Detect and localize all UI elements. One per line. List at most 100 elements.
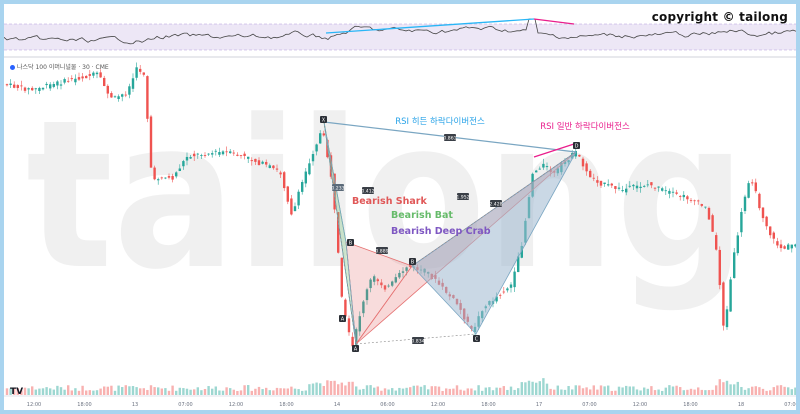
volume-bar	[81, 385, 84, 395]
volume-bar	[434, 386, 437, 395]
candle-body	[779, 244, 783, 249]
volume-bar	[722, 382, 725, 395]
candle-body	[380, 282, 383, 286]
volume-bar	[628, 386, 631, 395]
candle-body	[196, 153, 199, 155]
pattern-label-bat: Bearish Bat	[391, 210, 453, 221]
chart-frame: tailong 0.233 0.412 0.889	[4, 4, 796, 410]
volume-bar	[549, 388, 552, 395]
candle-body	[41, 87, 45, 90]
volume-bar	[229, 388, 232, 395]
volume-bar	[27, 388, 30, 395]
volume-bar	[506, 389, 509, 395]
candle-body	[193, 153, 196, 157]
candle-body	[657, 186, 660, 188]
platform-logo-icon: TV	[10, 387, 24, 397]
watermark-text: tailong	[26, 77, 746, 315]
symbol-legend: 나스닥 100 이머니널물 · 30 · CME	[10, 62, 109, 71]
candle-body	[700, 204, 703, 206]
point-label-x: X	[322, 118, 326, 124]
candle-body	[221, 151, 225, 155]
candle-body	[725, 309, 729, 328]
candle-body	[311, 154, 315, 162]
candle-body	[373, 276, 376, 282]
ratio-box-5	[490, 200, 502, 207]
volume-bar	[729, 384, 732, 395]
volume-bar	[452, 388, 455, 395]
candle-body	[27, 88, 30, 90]
candle-body	[675, 192, 678, 194]
volume-bar	[430, 386, 433, 395]
candle-body	[272, 165, 275, 169]
candle-body	[535, 170, 538, 173]
candle-body	[293, 206, 297, 212]
time-tick-label: 17	[536, 402, 542, 408]
candle-body	[131, 78, 135, 89]
volume-bar	[185, 388, 189, 395]
rsi-regular-divergence-label: RSI 일반 하락다이버전스	[540, 121, 630, 132]
candle-body	[643, 185, 646, 187]
candle-body	[70, 78, 73, 80]
volume-bar	[491, 390, 495, 395]
candle-body	[614, 186, 617, 189]
volume-bar	[63, 389, 66, 395]
candle-body	[365, 289, 369, 301]
volume-bar	[574, 385, 577, 395]
time-tick-label: 18:00	[279, 402, 293, 408]
candle-body	[185, 156, 189, 161]
volume-bar	[34, 389, 37, 395]
candle-body	[711, 215, 714, 232]
volume-bar	[20, 390, 23, 395]
volume-bar	[113, 390, 117, 395]
volume-bar	[49, 388, 52, 395]
ratio-box-4	[457, 193, 469, 200]
volume-bar	[110, 385, 113, 395]
candle-body	[704, 206, 707, 208]
volume-bar	[794, 387, 796, 395]
candle-body	[261, 161, 264, 164]
ratio-label-7: 0.834	[411, 339, 424, 345]
candle-body	[88, 74, 91, 76]
rsi-hidden-divergence-line	[325, 18, 535, 34]
candle-body	[247, 156, 250, 159]
volume-bar	[171, 385, 174, 395]
candle-body	[358, 316, 361, 332]
volume-bar	[783, 386, 786, 395]
candle-body	[322, 133, 325, 136]
candle-body	[207, 153, 210, 155]
ratio-label-2: 0.412	[361, 189, 374, 195]
volume-bar	[484, 387, 487, 395]
volume-bar	[473, 390, 477, 395]
candle-body	[92, 72, 95, 76]
candle-body	[391, 281, 394, 286]
candle-body	[121, 94, 124, 97]
point-label-a: A	[354, 347, 358, 353]
volume-bar	[578, 385, 581, 395]
volume-bar	[164, 388, 167, 395]
volume-bar	[495, 387, 498, 395]
volume-bar	[625, 385, 628, 395]
price-divergence-line	[533, 143, 575, 158]
volume-bar	[365, 385, 369, 395]
volume-bar	[502, 386, 505, 395]
candle-body	[686, 196, 689, 200]
volume-bar	[787, 387, 790, 395]
volume-bar	[790, 389, 793, 395]
point-label-c: C	[475, 337, 479, 343]
volume-bar	[700, 389, 703, 395]
candle-body	[715, 235, 718, 250]
candle-body	[13, 84, 16, 88]
ratio-labels: 0.233 0.412 0.889 1.952 2.428 0.861 0.83…	[331, 134, 503, 345]
candle-body	[34, 88, 37, 90]
volume-bar	[437, 386, 441, 395]
time-tick-label: 07:00	[582, 402, 596, 408]
volume-bar	[776, 385, 779, 395]
volume-bar	[419, 386, 423, 395]
volume-bar	[67, 385, 70, 395]
harmonic-patterns	[323, 121, 577, 346]
volume-bar	[333, 380, 336, 395]
candle-body	[236, 154, 239, 156]
volume-bar	[214, 386, 217, 395]
pattern-label-shark: Bearish Shark	[352, 196, 427, 207]
candle-body	[9, 83, 12, 85]
